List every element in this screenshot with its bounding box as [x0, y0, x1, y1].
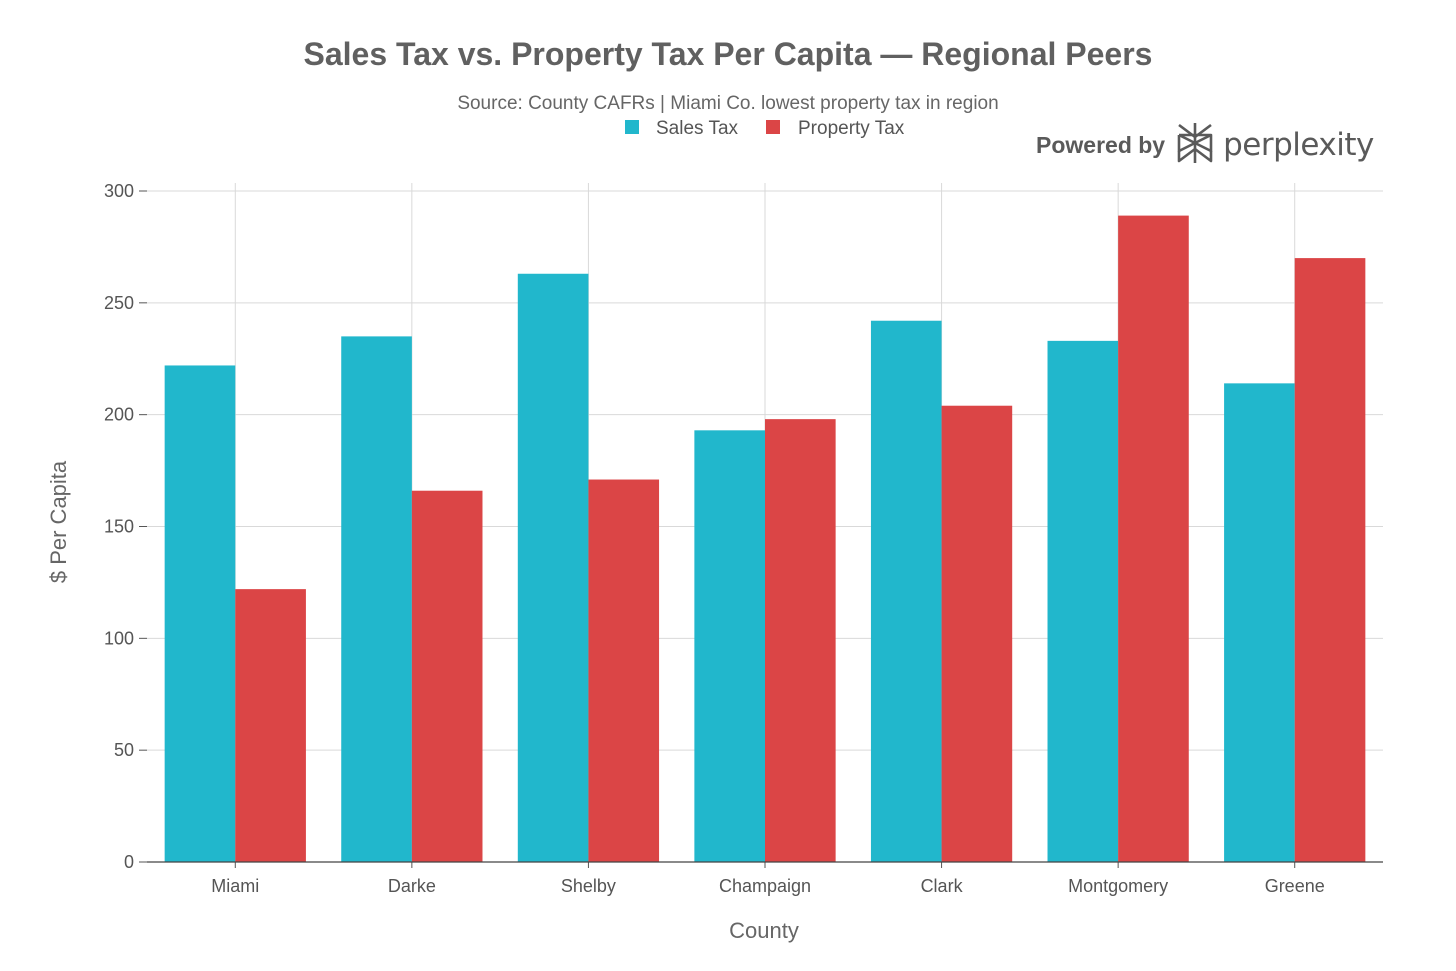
chart-subtitle: Source: County CAFRs | Miami Co. lowest … [457, 93, 998, 114]
bar-sales-tax-greene [1224, 383, 1295, 862]
legend-swatch-sales-tax [625, 120, 639, 134]
y-tick-label: 50 [114, 740, 134, 760]
bar-sales-tax-shelby [517, 273, 589, 862]
x-tick-label-montgomery: Montgomery [1068, 876, 1168, 896]
y-tick-label: 250 [104, 293, 134, 313]
axes: 0 50 100 150 200 250 300 Miami Darke Shelby Champa… [104, 181, 1383, 896]
y-tick-label: 300 [104, 181, 134, 201]
bar-property-tax-shelby [588, 479, 660, 862]
bar-property-tax-darke [411, 490, 483, 862]
perplexity-logo-icon [1175, 121, 1215, 170]
bar-property-tax-clark [941, 405, 1013, 862]
x-tick-label-miami: Miami [211, 876, 259, 896]
y-axis-title: $ Per Capita [46, 460, 71, 583]
legend-label-sales-tax: Sales Tax [656, 118, 739, 139]
y-tick-label: 150 [104, 517, 134, 537]
x-tick-label-darke: Darke [388, 876, 436, 896]
bar-sales-tax-montgomery [1047, 340, 1119, 862]
bar-property-tax-champaign [765, 419, 836, 862]
bar-property-tax-miami [235, 589, 306, 862]
x-tick-label-clark: Clark [921, 876, 964, 896]
brand-name: perplexity [1223, 127, 1374, 163]
bars [164, 215, 1366, 863]
chart-title: Sales Tax vs. Property Tax Per Capita — … [304, 36, 1153, 72]
bar-sales-tax-darke [341, 336, 412, 863]
bar-sales-tax-champaign [694, 430, 765, 862]
x-axis-title: County [729, 918, 799, 943]
powered-by-label: Powered by [1036, 131, 1166, 158]
bar-sales-tax-clark [870, 320, 942, 862]
legend: Sales Tax Property Tax [625, 118, 905, 139]
y-tick-label: 0 [124, 852, 134, 872]
y-tick-label: 200 [104, 405, 134, 425]
bar-property-tax-greene [1294, 258, 1366, 863]
legend-label-property-tax: Property Tax [798, 118, 905, 139]
x-tick-label-champaign: Champaign [719, 876, 811, 896]
bar-property-tax-montgomery [1118, 215, 1189, 862]
bar-sales-tax-miami [164, 365, 236, 862]
y-tick-label: 100 [104, 628, 134, 648]
x-tick-label-greene: Greene [1265, 876, 1325, 896]
legend-swatch-property-tax [766, 120, 780, 134]
brand-logo: Powered by perplexity [1036, 120, 1386, 170]
x-tick-label-shelby: Shelby [561, 876, 616, 896]
